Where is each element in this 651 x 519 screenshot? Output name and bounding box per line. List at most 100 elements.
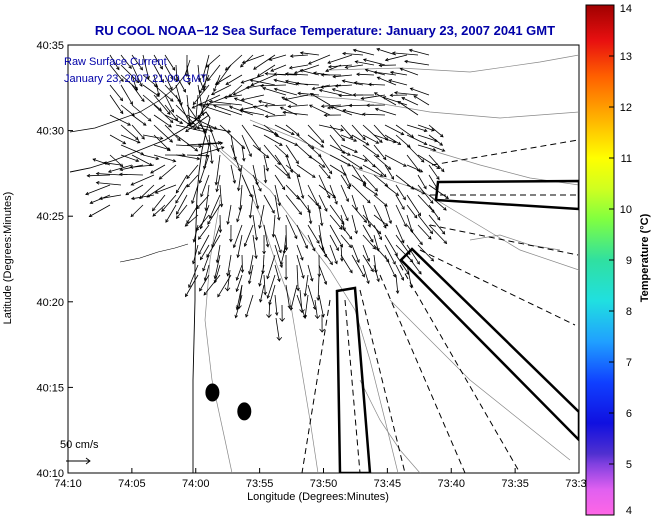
current-vector-head <box>327 175 331 179</box>
current-vector <box>327 54 353 64</box>
colorbar-tick-label: 13 <box>620 51 632 63</box>
current-vector-head <box>135 79 140 84</box>
current-vector <box>125 184 144 196</box>
current-vector-head <box>341 79 346 83</box>
current-vector <box>406 264 412 288</box>
current-vector <box>296 174 304 199</box>
current-vector <box>285 224 287 251</box>
current-vector <box>109 94 124 114</box>
current-vector-head <box>268 57 273 61</box>
current-vector <box>186 114 217 130</box>
current-vector-head <box>156 92 161 97</box>
current-vector-head <box>102 161 107 165</box>
current-vector-head <box>263 291 267 296</box>
current-vector <box>317 274 320 301</box>
current-vector-head <box>107 169 112 173</box>
current-vector-head <box>284 72 289 76</box>
current-vector <box>275 317 280 341</box>
current-vector-head <box>370 238 374 243</box>
current-vector-head <box>342 109 347 113</box>
current-vector-head <box>429 230 434 235</box>
current-vector-head <box>362 58 367 62</box>
current-vector-head <box>239 107 244 111</box>
current-vector-head <box>239 109 244 113</box>
current-vector <box>241 254 243 273</box>
current-vector-head <box>283 97 288 101</box>
current-vector-head <box>277 278 281 283</box>
current-vector <box>185 274 199 297</box>
current-vector <box>197 114 210 146</box>
current-vector-head <box>155 156 160 161</box>
current-vector <box>252 184 259 209</box>
x-axis: 74:10 74:05 74:00 73:55 73:50 73:45 73:40 73:35… <box>54 468 593 490</box>
current-vector-head <box>376 247 380 252</box>
current-vector-head <box>347 162 352 167</box>
current-vector-head <box>186 220 190 224</box>
current-vector <box>267 274 276 299</box>
current-vector-head <box>266 295 270 299</box>
current-vector <box>351 194 358 211</box>
current-vector <box>225 74 243 85</box>
current-vector <box>205 94 232 106</box>
current-vector-head <box>201 112 205 117</box>
current-vector-head <box>216 148 220 153</box>
current-vector <box>351 174 367 184</box>
current-vector <box>259 284 265 303</box>
current-vector <box>185 114 210 132</box>
current-vector-head <box>385 258 390 263</box>
current-vector-head <box>225 81 230 85</box>
current-vector <box>150 164 166 174</box>
current-vector <box>373 224 382 240</box>
current-vector <box>186 154 209 157</box>
current-vector-head <box>213 279 218 284</box>
current-vector-head <box>378 63 383 68</box>
current-vector-head <box>384 57 389 62</box>
current-vector <box>153 64 164 83</box>
current-vector <box>139 184 155 199</box>
current-vector <box>211 224 221 248</box>
current-vector-head <box>266 275 270 280</box>
current-vector-head <box>400 277 404 281</box>
current-vector <box>215 154 221 185</box>
current-vector-head <box>402 196 406 201</box>
current-vector <box>108 164 133 173</box>
current-vector-head <box>303 293 308 297</box>
current-vector-head <box>279 318 286 322</box>
current-vector <box>406 124 428 132</box>
current-vector-head <box>242 157 246 162</box>
current-vector-head <box>273 78 278 83</box>
current-vector <box>239 184 243 211</box>
current-vector-head <box>175 189 180 194</box>
current-vector <box>164 94 174 113</box>
current-vector <box>274 79 298 86</box>
current-vector-head <box>208 99 213 104</box>
current-vector-head <box>344 65 349 69</box>
current-vector <box>400 68 419 76</box>
current-vector-head <box>300 195 305 200</box>
current-vector <box>397 101 419 116</box>
current-vector <box>164 74 173 90</box>
current-vector-head <box>349 135 354 139</box>
current-vector <box>249 194 254 218</box>
current-vector <box>142 84 160 97</box>
current-vector <box>109 64 124 82</box>
current-vector-head <box>327 64 332 69</box>
current-vector <box>428 204 441 221</box>
current-vector <box>390 71 408 76</box>
current-vector <box>159 164 177 180</box>
current-vector <box>237 234 243 258</box>
current-vector-head <box>263 179 268 184</box>
current-vector-head <box>235 288 239 293</box>
current-vector-head <box>192 260 196 265</box>
colorbar-tick-label: 10 <box>620 204 632 216</box>
current-vector <box>153 54 163 70</box>
y-tick-label: 40:35 <box>36 40 64 52</box>
current-vector <box>191 184 199 204</box>
current-vector <box>186 142 221 146</box>
current-vector-head <box>319 222 324 227</box>
current-vector <box>304 294 309 318</box>
current-vector <box>296 194 311 213</box>
y-tick-label: 40:25 <box>36 211 64 223</box>
current-vector-head <box>140 151 145 156</box>
current-vector <box>274 194 280 221</box>
